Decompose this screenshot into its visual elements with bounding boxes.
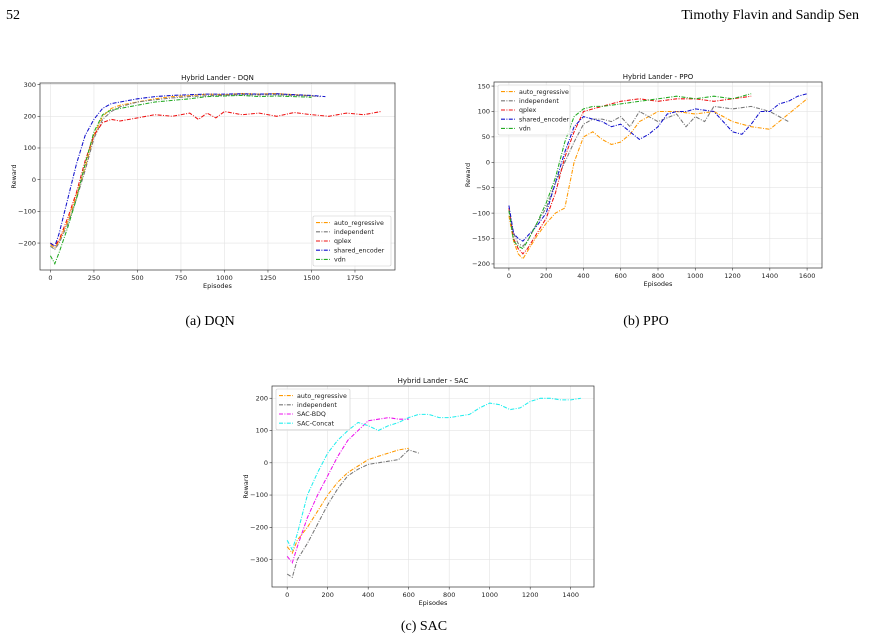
y-axis-label: Reward xyxy=(464,163,472,187)
x-tick-label: 1000 xyxy=(216,274,233,282)
series-line-shared_encoder xyxy=(508,93,808,242)
y-tick-label: 100 xyxy=(478,108,490,116)
caption-dqn: (a) DQN xyxy=(185,314,235,329)
y-tick-label: 200 xyxy=(256,394,268,402)
x-tick-label: 800 xyxy=(443,591,455,599)
x-tick-label: 1500 xyxy=(303,274,320,282)
legend-label: vdn xyxy=(334,257,346,264)
caption-ppo: (b) PPO xyxy=(623,314,669,329)
series-line-qplex xyxy=(50,110,382,247)
legend-label: auto_regressive xyxy=(519,89,569,96)
y-tick-label: −150 xyxy=(472,235,490,243)
x-axis-label: Episodes xyxy=(203,282,233,290)
y-tick-label: −100 xyxy=(250,491,268,499)
y-tick-label: 0 xyxy=(486,158,490,166)
x-tick-label: 1750 xyxy=(347,274,364,282)
y-tick-label: −50 xyxy=(476,184,490,192)
legend-label: SAC-Concat xyxy=(297,420,335,427)
series-line-qplex xyxy=(508,95,752,255)
x-tick-label: 200 xyxy=(540,272,552,280)
x-tick-label: 1200 xyxy=(522,591,539,599)
y-tick-label: −100 xyxy=(472,209,490,217)
y-tick-label: 150 xyxy=(478,82,490,90)
legend-label: vdn xyxy=(519,126,531,133)
x-tick-label: 1200 xyxy=(724,272,741,280)
chart-title: Hybrid Lander - DQN xyxy=(181,74,254,82)
plot-frame xyxy=(271,385,595,588)
x-axis-label: Episodes xyxy=(419,599,449,607)
x-axis-label: Episodes xyxy=(644,280,674,288)
chart-title: Hybrid Lander - PPO xyxy=(623,73,694,81)
series-line-auto_regressive xyxy=(508,98,808,260)
y-tick-label: −200 xyxy=(472,260,490,268)
y-tick-label: −300 xyxy=(250,556,268,564)
legend-label: SAC-BDQ xyxy=(297,411,326,418)
series-line-auto_regressive xyxy=(286,447,409,555)
x-tick-label: 600 xyxy=(615,272,627,280)
series-line-independent xyxy=(50,94,321,251)
series-line-vdn xyxy=(49,94,312,265)
y-tick-label: −100 xyxy=(18,208,36,216)
series-line-SAC-BDQ xyxy=(286,417,409,564)
x-tick-label: 0 xyxy=(48,274,52,282)
series-line-SAC-Concat xyxy=(286,397,581,552)
figure-ppo: 0 200 400 600 800 1000 1200 1400 1600−200−150−10… xyxy=(464,73,823,288)
x-tick-label: 800 xyxy=(652,272,664,280)
x-tick-label: 0 xyxy=(507,272,511,280)
x-tick-label: 0 xyxy=(285,591,289,599)
y-tick-label: 50 xyxy=(482,133,490,141)
x-tick-label: 750 xyxy=(175,274,187,282)
plot-frame xyxy=(39,82,396,271)
legend-label: shared_encoder xyxy=(334,247,385,254)
legend-label: shared_encoder xyxy=(519,116,570,123)
x-tick-label: 600 xyxy=(402,591,414,599)
x-tick-label: 200 xyxy=(321,591,333,599)
figure-dqn: 0 250 500 750 1000 1250 1500 1750 −200 −100 0 100 20… xyxy=(10,74,396,290)
x-tick-label: 250 xyxy=(88,274,100,282)
x-tick-label: 400 xyxy=(577,272,589,280)
x-tick-label: 1600 xyxy=(799,272,816,280)
x-tick-label: 1000 xyxy=(481,591,498,599)
x-tick-label: 1000 xyxy=(687,272,704,280)
y-tick-label: −200 xyxy=(250,524,268,532)
chart-title: Hybrid Lander - SAC xyxy=(398,377,469,385)
y-tick-label: 300 xyxy=(24,81,36,89)
series-line-shared_encoder xyxy=(50,93,326,248)
x-tick-label: 1400 xyxy=(762,272,779,280)
legend-box xyxy=(312,215,392,267)
y-tick-label: 200 xyxy=(24,112,36,120)
figure-sac: 0 200 400 600 800 1000 1200 1400 −300 −200 −100 0 10… xyxy=(242,377,595,607)
x-tick-label: 400 xyxy=(362,591,374,599)
y-axis-label: Reward xyxy=(10,164,18,188)
running-header-authors: Timothy Flavin and Sandip Sen xyxy=(681,8,859,23)
legend-box xyxy=(275,388,351,431)
x-tick-label: 500 xyxy=(131,274,143,282)
legend-label: independent xyxy=(334,229,374,236)
page-number: 52 xyxy=(6,8,20,23)
legend-label: independent xyxy=(519,98,559,105)
x-tick-label: 1250 xyxy=(260,274,277,282)
x-tick-label: 1400 xyxy=(562,591,579,599)
y-tick-label: 0 xyxy=(32,176,36,184)
y-tick-label: 100 xyxy=(256,427,268,435)
legend-box xyxy=(497,84,571,136)
legend-label: independent xyxy=(297,402,337,409)
legend-label: auto_regressive xyxy=(334,220,384,227)
legend-label: auto_regressive xyxy=(297,393,347,400)
y-tick-label: 0 xyxy=(264,459,268,467)
series-line-vdn xyxy=(508,93,752,250)
caption-sac: (c) SAC xyxy=(400,619,448,634)
series-line-independent xyxy=(286,449,419,579)
y-axis-label: Reward xyxy=(242,474,250,498)
legend-label: qplex xyxy=(519,107,537,114)
legend-label: qplex xyxy=(334,238,352,245)
y-tick-label: 100 xyxy=(24,144,36,152)
y-tick-label: −200 xyxy=(18,239,36,247)
